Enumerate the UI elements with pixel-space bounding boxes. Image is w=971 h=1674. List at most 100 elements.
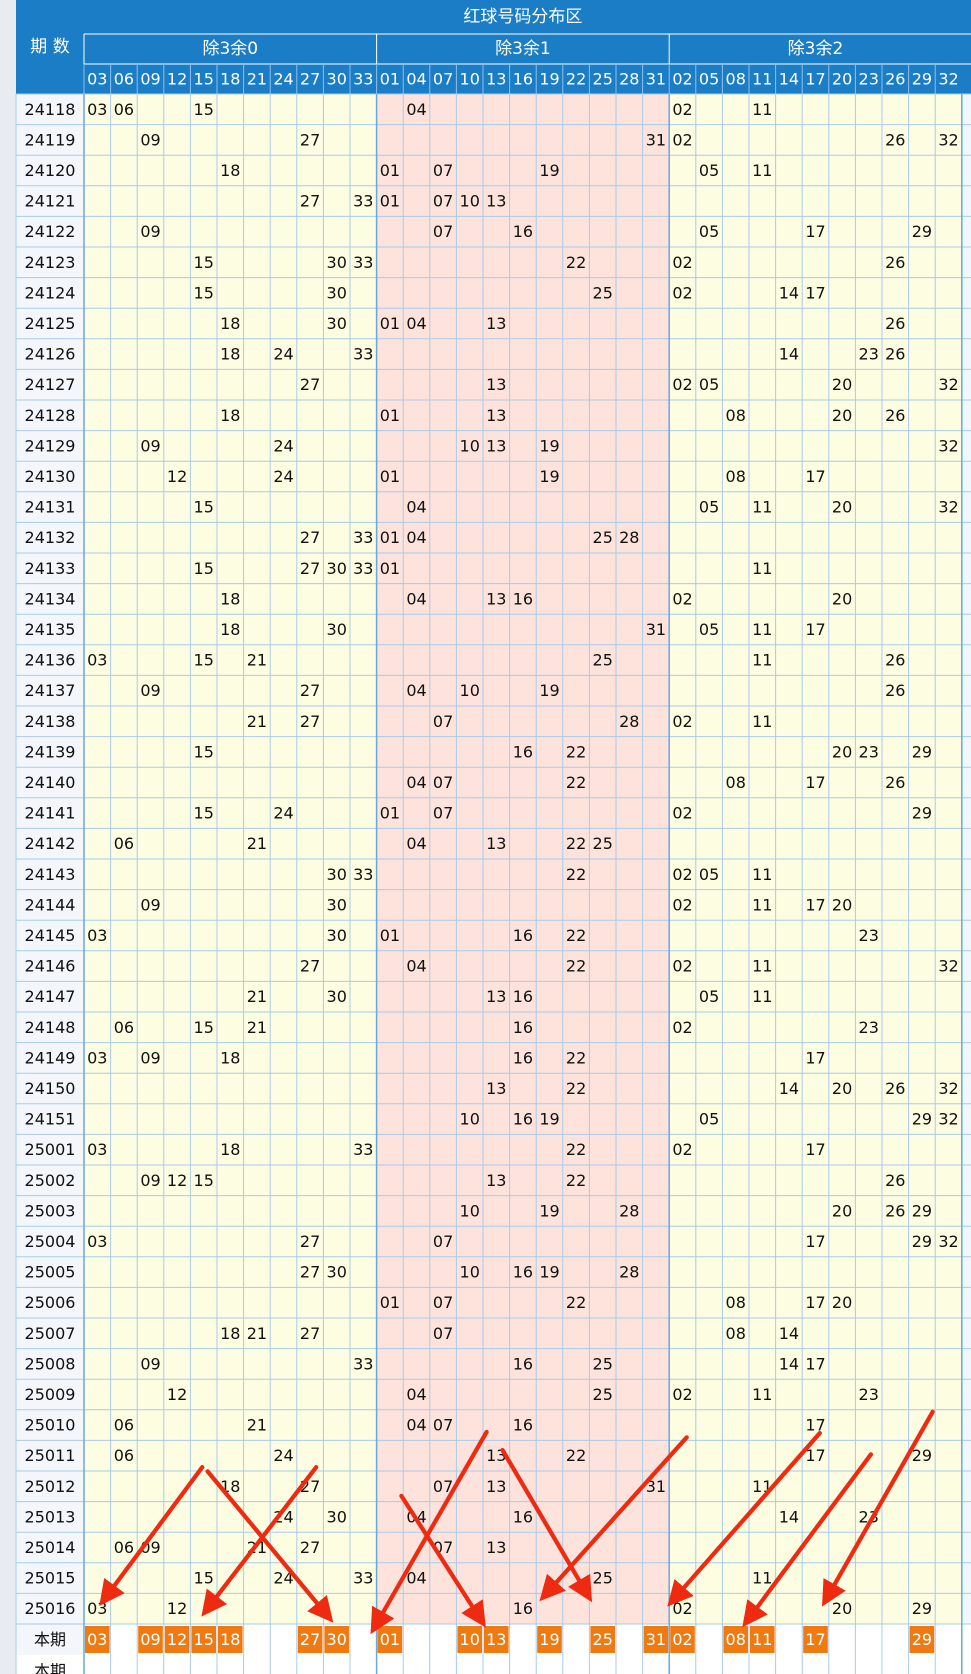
hit-number: 31 <box>646 130 666 149</box>
hit-number: 32 <box>938 1079 958 1098</box>
hit-number: 07 <box>433 1324 453 1343</box>
hit-number: 18 <box>220 1140 240 1159</box>
hit-number: 02 <box>672 804 692 823</box>
hit-number: 02 <box>672 865 692 884</box>
hit-number: 04 <box>406 834 426 853</box>
hit-number: 11 <box>752 712 772 731</box>
hit-number: 25 <box>593 834 613 853</box>
arrow <box>205 1469 334 1623</box>
hit-number: 08 <box>726 773 746 792</box>
hit-number: 31 <box>646 620 666 639</box>
current-hit-number: 08 <box>726 1630 746 1649</box>
current-hit-cell <box>803 1626 828 1653</box>
hit-number: 13 <box>486 834 506 853</box>
hit-number: 15 <box>194 1018 214 1037</box>
hit-number: 01 <box>380 528 400 547</box>
hit-number: 30 <box>327 895 347 914</box>
hit-number: 17 <box>805 467 825 486</box>
hit-number: 12 <box>167 467 187 486</box>
hit-number: 27 <box>300 192 320 211</box>
hit-number: 24 <box>273 1446 293 1465</box>
hit-number: 09 <box>140 222 160 241</box>
hit-number: 10 <box>460 192 480 211</box>
period: 24136 <box>25 651 76 670</box>
group-header: 除3余1 <box>495 39 551 59</box>
period-header: 期 数 <box>30 37 69 57</box>
hit-number: 26 <box>885 773 905 792</box>
column-number: 23 <box>859 70 879 89</box>
hit-number: 02 <box>672 957 692 976</box>
hit-number: 17 <box>805 1416 825 1435</box>
hit-number: 18 <box>220 1048 240 1067</box>
hit-number: 15 <box>194 559 214 578</box>
hit-number: 19 <box>539 1110 559 1129</box>
arrow <box>667 1430 822 1607</box>
hit-number: 22 <box>566 253 586 272</box>
hit-number: 19 <box>539 467 559 486</box>
column-number: 17 <box>805 70 825 89</box>
column-number: 11 <box>752 70 772 89</box>
period: 25012 <box>25 1477 76 1496</box>
hit-number: 13 <box>486 589 506 608</box>
period: 24145 <box>25 926 76 945</box>
arrow <box>201 1465 319 1617</box>
current-hit-cell <box>537 1626 562 1653</box>
column-number: 14 <box>779 70 799 89</box>
hit-number: 04 <box>406 528 426 547</box>
hit-number: 02 <box>672 130 692 149</box>
hit-number: 24 <box>273 1507 293 1526</box>
period: 25007 <box>25 1324 76 1343</box>
hit-number: 01 <box>380 192 400 211</box>
hit-number: 09 <box>140 895 160 914</box>
period: 24148 <box>25 1018 76 1037</box>
current-hit-number: 03 <box>87 1630 107 1649</box>
period: 24126 <box>25 345 76 364</box>
hit-number: 14 <box>779 1079 799 1098</box>
period: 24119 <box>25 130 76 149</box>
hit-number: 07 <box>433 773 453 792</box>
hit-number: 22 <box>566 1140 586 1159</box>
current-hit-number: 19 <box>539 1630 559 1649</box>
hit-number: 13 <box>486 1171 506 1190</box>
hit-number: 26 <box>885 253 905 272</box>
hit-number: 21 <box>247 651 267 670</box>
hit-number: 02 <box>672 100 692 119</box>
current-hit-number: 30 <box>327 1630 347 1649</box>
hit-number: 17 <box>805 620 825 639</box>
hit-number: 20 <box>832 375 852 394</box>
hit-number: 26 <box>885 345 905 364</box>
hit-number: 04 <box>406 314 426 333</box>
hit-number: 08 <box>726 1293 746 1312</box>
hit-number: 07 <box>433 712 453 731</box>
annotation-arrows <box>99 1409 935 1635</box>
hit-number: 28 <box>619 1201 639 1220</box>
hit-number: 32 <box>938 375 958 394</box>
hit-number: 30 <box>327 926 347 945</box>
column-number: 33 <box>353 70 373 89</box>
hit-number: 17 <box>805 1232 825 1251</box>
hit-number: 01 <box>380 467 400 486</box>
hit-number: 27 <box>300 528 320 547</box>
current-hit-number: 12 <box>167 1630 187 1649</box>
hit-number: 10 <box>460 1263 480 1282</box>
hit-number: 06 <box>114 100 134 119</box>
current-hit-number: 29 <box>912 1630 932 1649</box>
hit-number: 07 <box>433 1416 453 1435</box>
column-number: 19 <box>539 70 559 89</box>
hit-number: 30 <box>327 1507 347 1526</box>
hit-number: 04 <box>406 681 426 700</box>
hit-number: 28 <box>619 1263 639 1282</box>
hit-number: 09 <box>140 436 160 455</box>
current-hit-number: 18 <box>220 1630 240 1649</box>
period: 24120 <box>25 161 76 180</box>
period-header-bg <box>16 0 84 94</box>
hit-number: 27 <box>300 681 320 700</box>
hit-number: 27 <box>300 130 320 149</box>
hit-number: 26 <box>885 130 905 149</box>
column-number: 27 <box>300 70 320 89</box>
hit-number: 12 <box>167 1171 187 1190</box>
hit-number: 28 <box>619 712 639 731</box>
hit-number: 02 <box>672 1599 692 1618</box>
period: 24138 <box>25 712 76 731</box>
column-number: 29 <box>912 70 932 89</box>
